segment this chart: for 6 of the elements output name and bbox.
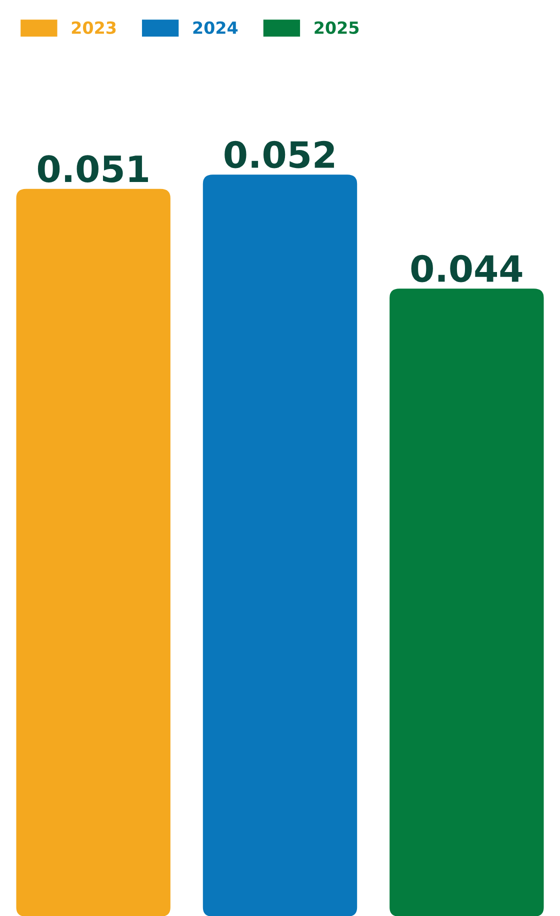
data-label: 0.051 <box>38 155 148 182</box>
legend-label: 2023 <box>72 21 116 34</box>
data-label: 0.044 <box>411 254 522 282</box>
data-label: 0.052 <box>224 140 334 168</box>
legend-label: 2024 <box>193 21 238 34</box>
legend-label: 2025 <box>314 21 359 34</box>
